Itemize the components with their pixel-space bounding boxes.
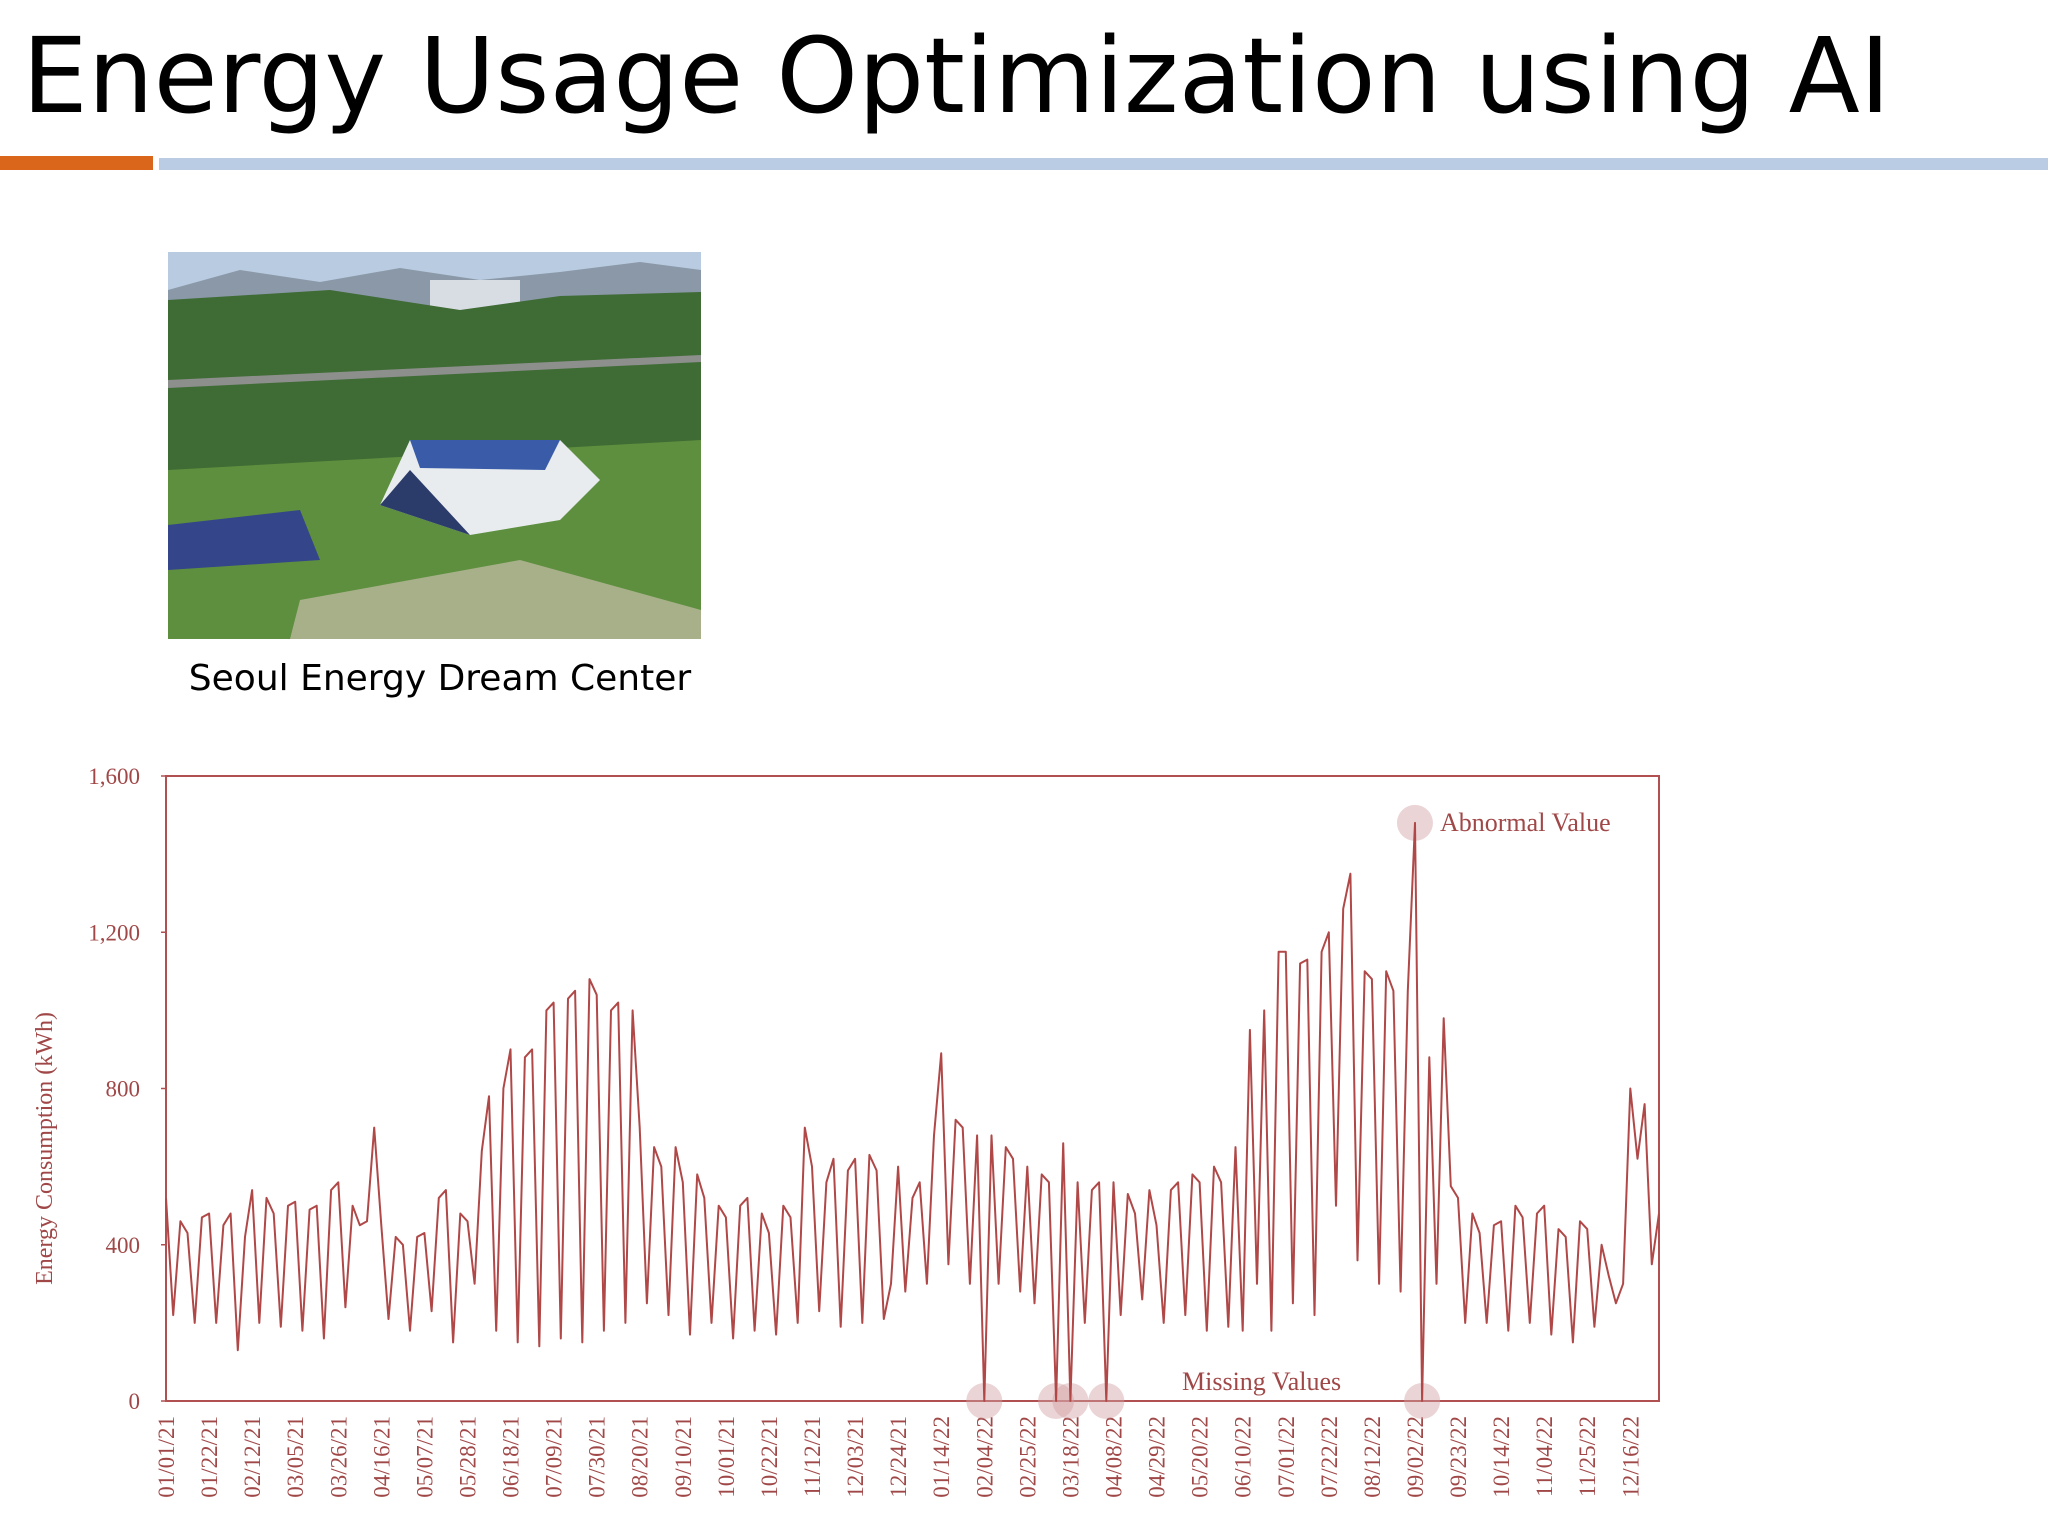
x-tick-label: 08/20/21	[628, 1416, 653, 1498]
x-tick-label: 01/22/21	[197, 1416, 222, 1498]
annotation: Missing Values	[1182, 1367, 1341, 1396]
x-tick-label: 02/25/22	[1015, 1416, 1040, 1498]
chart: 0 400 800 1,200 1,600 Energy Consumption (kWh…	[32, 764, 1660, 1498]
x-tick-label: 05/28/21	[455, 1416, 480, 1498]
plaza	[290, 560, 701, 639]
building-facade	[380, 470, 470, 535]
x-tick-label: 04/29/22	[1145, 1416, 1170, 1498]
x-tick-label: 10/14/22	[1489, 1416, 1514, 1498]
solar-panels	[168, 510, 320, 570]
x-tick-label: 03/26/21	[326, 1416, 351, 1498]
x-tick-label: 10/22/21	[757, 1416, 782, 1498]
x-tick-label: 11/04/22	[1532, 1416, 1557, 1497]
building-roof	[410, 440, 560, 470]
x-tick-label: 12/24/21	[886, 1416, 911, 1498]
photo	[168, 252, 701, 639]
x-tick-label: 08/12/22	[1360, 1416, 1385, 1498]
x-tick-label: 01/01/21	[154, 1416, 179, 1498]
x-tick-label: 06/18/21	[499, 1416, 524, 1498]
x-tick-label: 09/02/22	[1403, 1416, 1428, 1498]
y-axis-label: Energy Consumption (kWh)	[32, 1012, 58, 1285]
x-tick-label: 11/12/21	[800, 1416, 825, 1497]
x-tick-label: 12/03/21	[843, 1416, 868, 1498]
x-tick-label: 10/01/21	[714, 1416, 739, 1498]
y-tick-label: 0	[129, 1389, 141, 1414]
y-tick-label: 800	[106, 1077, 141, 1102]
y-tick-label: 1,600	[88, 764, 140, 789]
x-tick-label: 02/04/22	[972, 1416, 997, 1498]
x-tick-label: 07/01/22	[1274, 1416, 1299, 1498]
photo-caption: Seoul Energy Dream Center	[189, 658, 692, 699]
series-line	[165, 821, 1660, 1402]
x-tick-label: 11/25/22	[1575, 1416, 1600, 1497]
x-tick-label: 05/07/21	[412, 1416, 437, 1498]
x-tick-label: 04/08/22	[1101, 1416, 1126, 1498]
x-tick-label: 03/18/22	[1058, 1416, 1083, 1498]
x-tick-label: 09/23/22	[1446, 1416, 1471, 1498]
accent-bar	[0, 156, 153, 170]
road	[168, 355, 701, 388]
x-tick-label: 06/10/22	[1231, 1416, 1256, 1498]
x-tick-label: 02/12/21	[240, 1416, 265, 1498]
x-tick-label: 07/22/22	[1317, 1416, 1342, 1498]
x-tick-label: 07/09/21	[542, 1416, 567, 1498]
y-tick-label: 400	[106, 1233, 141, 1258]
y-tick-label: 1,200	[88, 920, 140, 945]
x-tick-label: 12/16/22	[1618, 1416, 1643, 1498]
x-tick-label: 01/14/22	[929, 1416, 954, 1498]
rule-bar	[159, 158, 2048, 170]
x-tick-label: 09/10/21	[671, 1416, 696, 1498]
x-tick-label: 05/20/22	[1188, 1416, 1213, 1498]
x-tick-label: 07/30/21	[585, 1416, 610, 1498]
x-tick-label: 03/05/21	[283, 1416, 308, 1498]
slide-title: Energy Usage Optimization using AI	[22, 15, 1890, 137]
x-tick-label: 04/16/21	[369, 1416, 394, 1498]
annotation: Abnormal Value	[1440, 808, 1611, 837]
